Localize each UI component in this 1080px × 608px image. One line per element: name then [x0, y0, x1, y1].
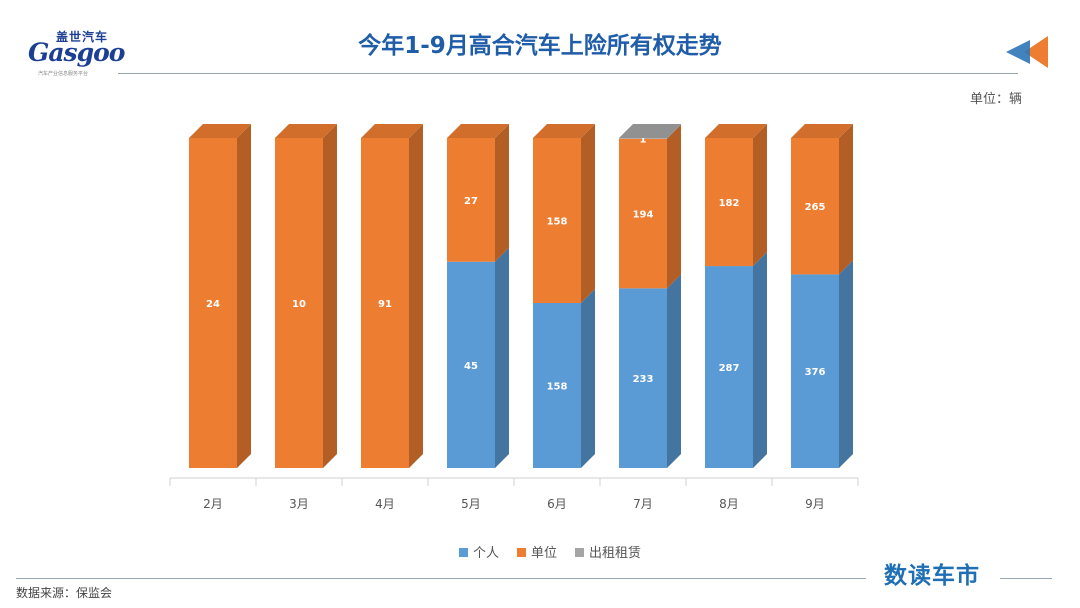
data-label-company: 265 [805, 202, 826, 213]
x-tick-label: 7月 [633, 497, 653, 511]
data-label-company: 194 [633, 210, 654, 221]
bar-personal [791, 274, 839, 468]
bar-side-company [323, 124, 337, 468]
bar-top [533, 124, 595, 138]
bar-side-company [839, 124, 853, 275]
data-source: 数据来源：保监会 [16, 586, 113, 600]
bar-top [619, 124, 681, 138]
bar-side-company [495, 124, 509, 262]
bar-company [533, 138, 581, 303]
x-tick-label: 2月 [203, 497, 223, 511]
bar-rental [619, 138, 667, 139]
bar-top [705, 124, 767, 138]
logo-subtitle: 汽车产业信息服务平台 [38, 71, 89, 77]
x-tick-label: 9月 [805, 497, 825, 511]
data-label-personal: 233 [633, 374, 654, 385]
bar-side-personal [667, 274, 681, 468]
bar-side-personal [581, 289, 595, 468]
legend-swatch-personal [459, 548, 468, 557]
data-label-company: 24 [206, 299, 220, 310]
data-label-company: 27 [464, 196, 478, 207]
bar-company [791, 138, 839, 275]
legend-swatch-rental [575, 548, 584, 557]
legend-label-personal: 个人 [473, 546, 499, 561]
gasgoo-logo: 盖世汽车 Gasgoo 汽车产业信息服务平台 [14, 30, 125, 77]
bar-side-rental [667, 124, 681, 139]
bar-personal [533, 303, 581, 468]
x-tick-label: 3月 [289, 497, 309, 511]
data-label-personal: 376 [805, 367, 826, 378]
corner-arrow-icon [1006, 36, 1048, 68]
bar-personal [705, 266, 753, 468]
data-label-rental: 1 [640, 134, 647, 145]
x-tick-label: 8月 [719, 497, 739, 511]
bar-top [447, 124, 509, 138]
bar-side-personal [753, 252, 767, 468]
x-tick-label: 6月 [547, 497, 567, 511]
data-label-company: 10 [292, 299, 306, 310]
x-tick-label: 4月 [375, 497, 395, 511]
logo-chinese-name: 盖世汽车 [56, 30, 109, 44]
bar-top [361, 124, 423, 138]
bar-company [447, 138, 495, 262]
chart-title: 今年1-9月高合汽车上险所有权走势 [358, 33, 722, 59]
bar-personal [619, 288, 667, 468]
legend-swatch-company [517, 548, 526, 557]
x-tick-label: 5月 [461, 497, 481, 511]
bar-personal [447, 261, 495, 468]
bar-side-company [237, 124, 251, 468]
data-label-personal: 287 [719, 363, 740, 374]
data-label-company: 91 [378, 299, 392, 310]
legend-label-rental: 出租租赁 [589, 546, 641, 561]
bar-top [275, 124, 337, 138]
unit-label: 单位：辆 [969, 92, 1022, 107]
data-label-company: 182 [719, 198, 740, 209]
bar-side-personal [495, 247, 509, 468]
brand-mark: 数读车市 [884, 563, 980, 589]
bar-company [619, 138, 667, 289]
bar-company [361, 138, 409, 468]
bar-side-company [409, 124, 423, 468]
legend-label-company: 单位 [531, 546, 557, 561]
bar-company [275, 138, 323, 468]
data-label-personal: 158 [547, 382, 568, 393]
title-divider [118, 73, 1018, 74]
bar-company [189, 138, 237, 468]
data-label-company: 158 [547, 217, 568, 228]
bar-side-company [753, 124, 767, 267]
bar-top [189, 124, 251, 138]
data-label-personal: 45 [464, 361, 478, 372]
bar-side-personal [839, 260, 853, 468]
logo-english-name: Gasgoo [28, 38, 125, 67]
bar-company [705, 138, 753, 267]
bar-side-company [581, 124, 595, 303]
footer-divider-right [1000, 578, 1052, 579]
bar-side-company [667, 124, 681, 289]
bar-top [791, 124, 853, 138]
footer-divider [16, 578, 866, 579]
